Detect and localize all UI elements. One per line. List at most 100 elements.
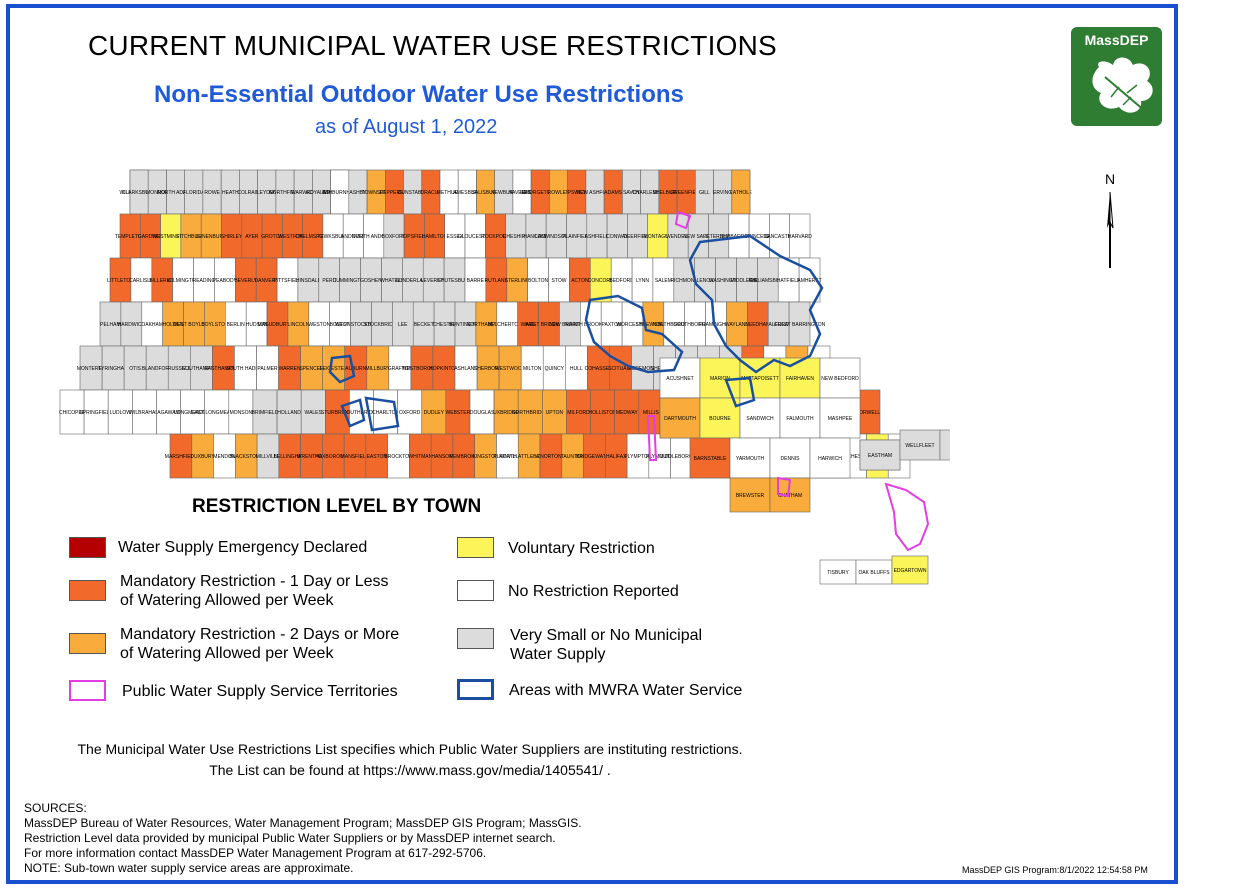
sources-block: SOURCES: MassDEP Bureau of Water Resourc…	[24, 801, 582, 876]
note-line-1: The Municipal Water Use Restrictions Lis…	[77, 741, 743, 757]
town-label: MILLBURY	[365, 366, 391, 372]
town-label: LITTLETON	[107, 278, 134, 284]
map-subtitle: Non-Essential Outdoor Water Use Restrict…	[154, 81, 684, 108]
town-label: BRIMFIELD	[252, 410, 279, 416]
town-label: STOCKBRIDGE	[364, 322, 401, 328]
town-label: TISBURY	[827, 570, 849, 576]
town-label: COHASSET	[585, 366, 613, 372]
town-label: ERVING	[713, 190, 732, 196]
town-label: SOUTHAMPTON	[182, 366, 221, 372]
town-sandwich	[739, 397, 781, 439]
town-label: CUMMINGTON	[333, 278, 368, 284]
town-label: MEDWAY	[616, 410, 639, 416]
town-wales	[300, 389, 326, 435]
town-label: BARNSTABLE	[694, 456, 727, 462]
town-label: WHATELY	[380, 278, 404, 284]
north-arrow: N	[1105, 171, 1115, 268]
town-label: LEICESTER	[320, 366, 348, 372]
town-label: HANCOCK	[523, 234, 549, 240]
town-label: HINSDALE	[296, 278, 322, 284]
town-label: WESTFORD	[278, 234, 307, 240]
map-title: CURRENT MUNICIPAL WATER USE RESTRICTIONS	[88, 30, 777, 61]
legend-line: Very Small or No Municipal	[510, 627, 703, 644]
town-label: TEMPLETON	[115, 234, 146, 240]
town-edgartown	[891, 555, 929, 585]
town-label: BEVERLY	[234, 278, 257, 284]
legend-label-none: No Restriction Reported	[508, 582, 679, 601]
town-upton	[542, 389, 567, 435]
town-label: NORTH ATTLEBOROUGH	[499, 454, 559, 460]
town-label: GROTON	[261, 234, 283, 240]
town-label: BOLTON	[528, 278, 548, 284]
town-label: WILBRAHAM	[129, 410, 159, 416]
town-label: MENDON	[213, 454, 236, 460]
town-label: PITTSFIELD	[273, 278, 302, 284]
massachusetts-map: WILLIAMSTOWNCLARKSBURGMONROENORTH ADAMSF…	[59, 169, 950, 585]
mwra-service-areas	[328, 234, 824, 432]
town-label: SOUTH HADLEY	[226, 366, 266, 372]
logo-text: MassDEP	[1084, 32, 1149, 48]
town-new-bedford	[819, 357, 861, 399]
town-eastham	[859, 439, 901, 471]
town-label: BLACKSTONE	[229, 454, 263, 460]
town-uxbridge	[493, 389, 519, 435]
town-label: MILLIS	[643, 410, 660, 416]
town-label: OAK BLUFFS	[858, 570, 890, 576]
town-label: NORWELL	[856, 410, 881, 416]
town-oak-bluffs	[855, 559, 893, 585]
town-label: CHICOPEE	[59, 410, 86, 416]
town-label: NEW ASHFORD	[576, 190, 614, 196]
town-label: NORTH ANDOVER	[352, 234, 396, 240]
legend-line: Mandatory Restriction - 2 Days or More	[120, 626, 400, 643]
town-label: PEABODY	[213, 278, 238, 284]
legend-label-mwra: Areas with MWRA Water Service	[509, 681, 742, 700]
town-label: BOSTON	[330, 322, 351, 328]
town-label: BERLIN	[227, 322, 245, 328]
town-label: HAVERHILL	[508, 190, 536, 196]
town-label: HATFIELD	[777, 278, 801, 284]
town-label: ACTON	[571, 278, 589, 284]
town-label: CHESTER	[433, 322, 457, 328]
town-label: GLOUCESTER	[458, 234, 493, 240]
town-label: SPRINGFIELD	[80, 410, 114, 416]
town-label: MARSHFIELD	[165, 454, 198, 460]
town-label: ROWLEY	[548, 190, 570, 196]
town-label: GEORGETOWN	[522, 190, 560, 196]
town-label: AYER	[245, 234, 259, 240]
town-label: WAYLAND	[725, 322, 750, 328]
town-label: FALMOUTH	[786, 416, 814, 422]
town-label: EASTON	[367, 454, 388, 460]
town-label: ROYALSTON	[306, 190, 337, 196]
town-label: HUDSON	[246, 322, 268, 328]
town-label: FAIRHAVEN	[786, 376, 814, 382]
town-label: TAUNTON	[561, 454, 585, 460]
town-label: LYNN	[636, 278, 649, 284]
town-ludlow	[107, 389, 133, 435]
town-label: EAST LONGMEADOW	[191, 410, 243, 416]
town-label: SOUTHBOROUGH	[673, 322, 717, 328]
town-label: SUNDERLAND	[396, 278, 431, 284]
town-label: STOW	[552, 278, 567, 284]
town-label: SUDBURY	[265, 322, 290, 328]
town-label: WESTWOOD	[495, 366, 526, 372]
town-label: NORTHBOROUGH	[653, 322, 697, 328]
town-label: FRAMINGHAM	[699, 322, 733, 328]
town-label: HAMILTON	[422, 234, 448, 240]
town-label: NEEDHAM	[745, 322, 770, 328]
town-webster	[445, 389, 471, 435]
town-label: WEST BOYLSTON	[173, 322, 216, 328]
town-label: HARWICH	[818, 456, 842, 462]
town-label: ROWE	[204, 190, 220, 196]
town-label: DANVERS	[255, 278, 280, 284]
town-longmeadow	[180, 389, 206, 435]
legend-swatch-one-day	[69, 580, 106, 601]
town-falmouth	[779, 397, 821, 439]
legend-line: Voluntary Restriction	[508, 540, 655, 557]
town-label: CONCORD	[588, 278, 614, 284]
town-label: NORTHAMPTON	[467, 322, 506, 328]
town-label: GILL	[699, 190, 710, 196]
legend-title: RESTRICTION LEVEL BY TOWN	[192, 496, 482, 517]
town-label: STURBRIDGE	[321, 410, 354, 416]
note-line-2: The List can be found at https://www.mas…	[209, 762, 611, 778]
town-label: LUDLOW	[110, 410, 132, 416]
